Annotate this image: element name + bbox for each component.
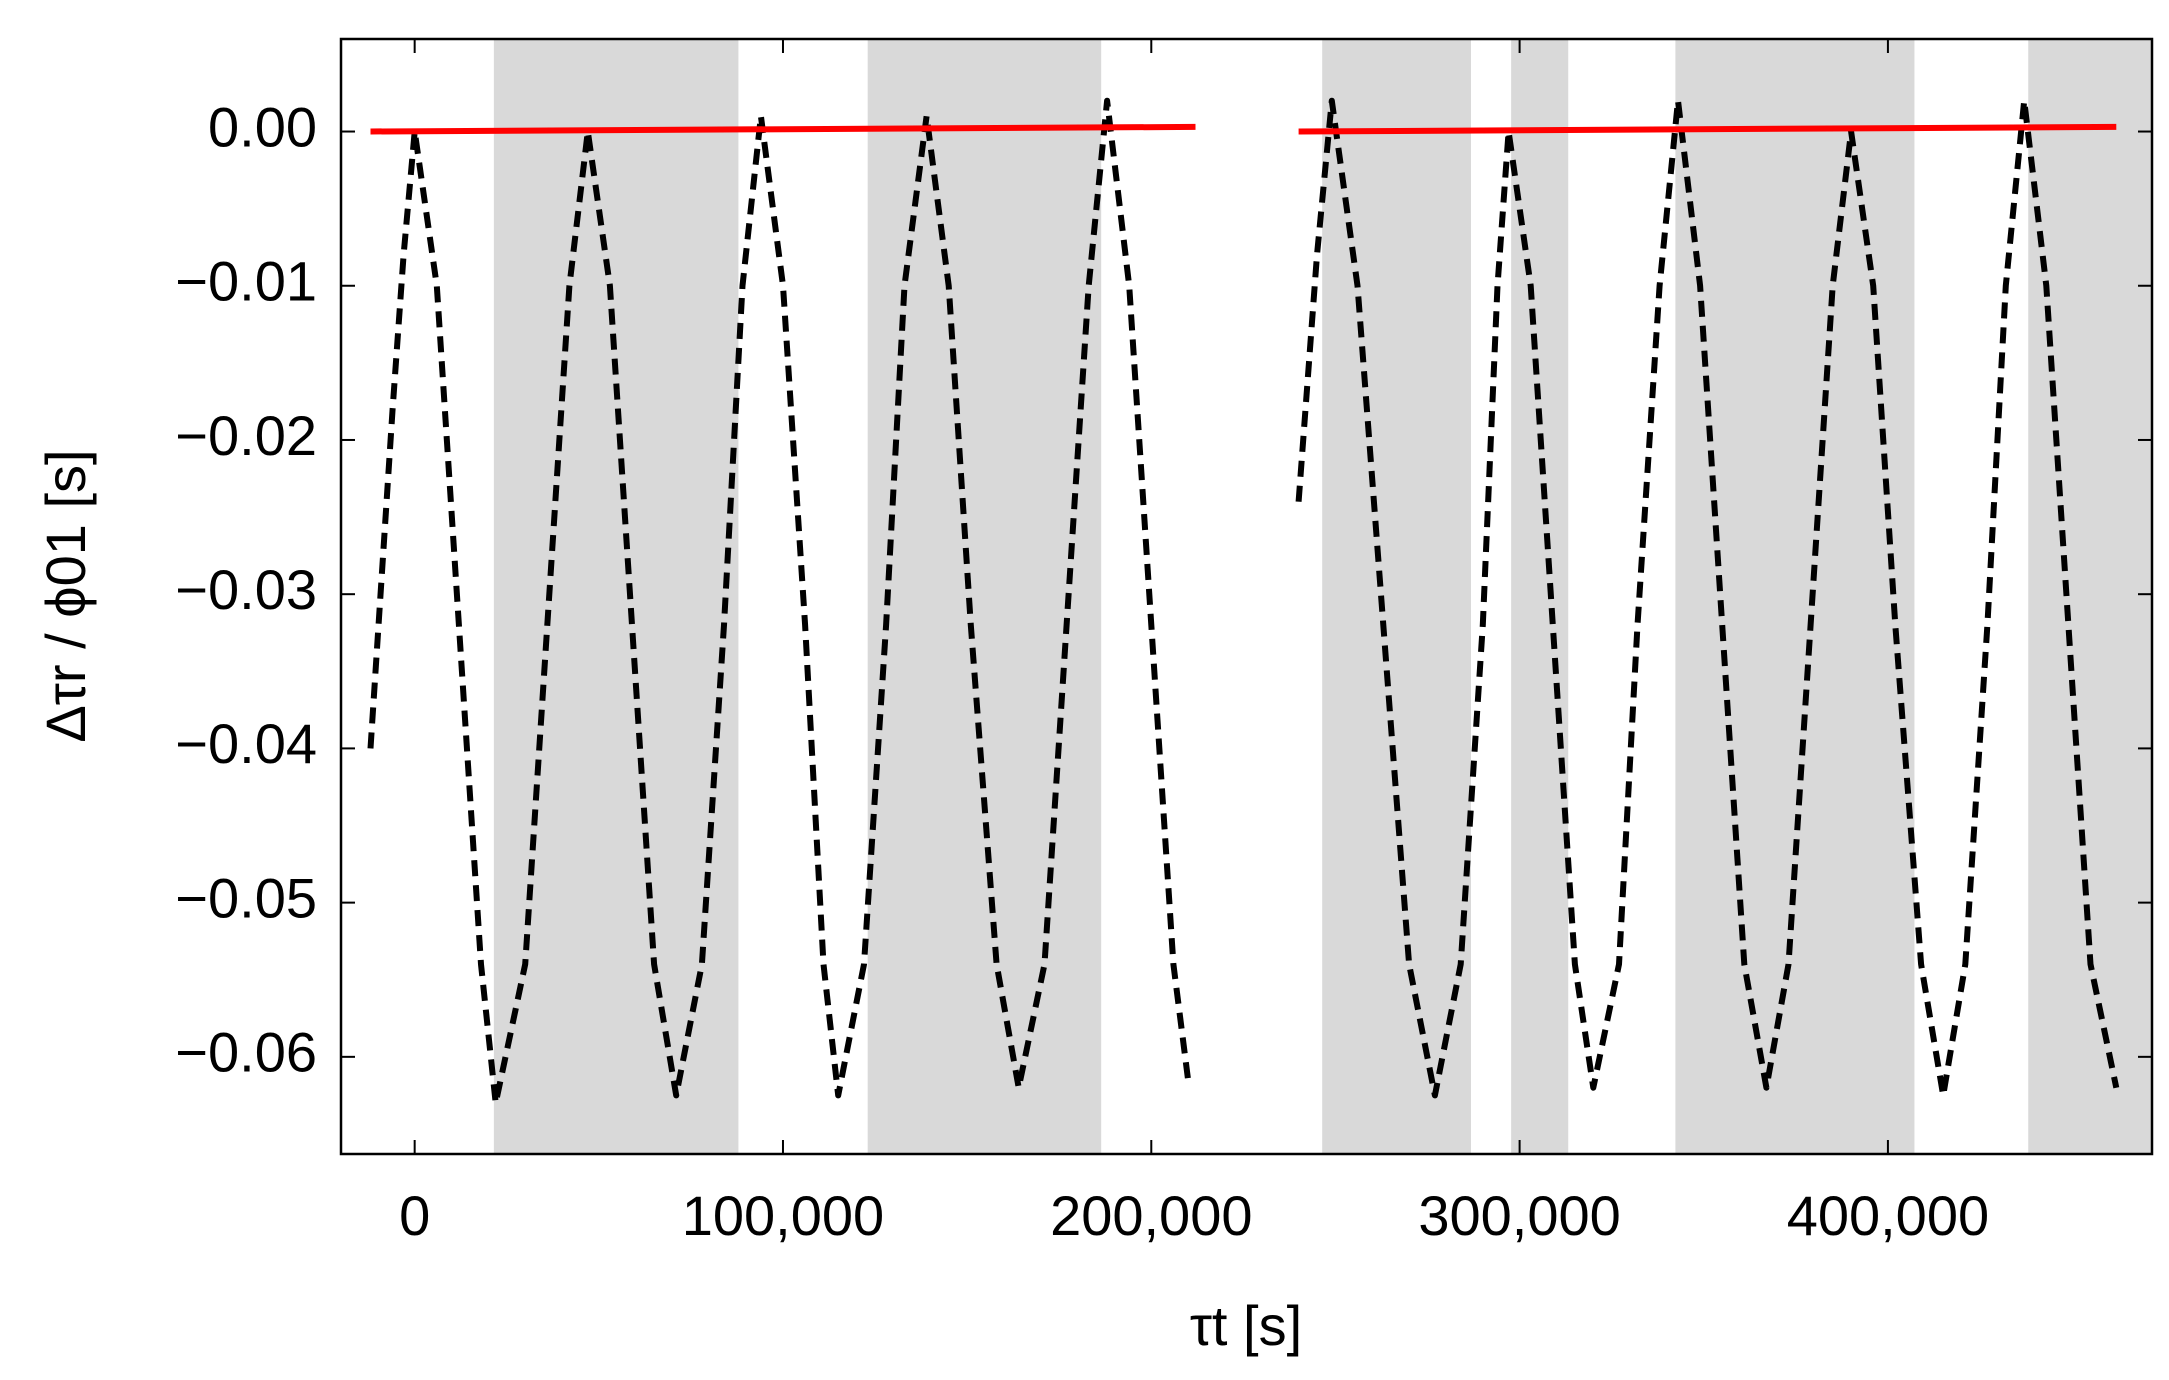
line: [370, 123, 2117, 135]
shaded-region: [2028, 39, 2152, 1154]
y-tick-label: −0.02: [175, 404, 317, 467]
shaded-region: [867, 39, 1102, 1154]
x-tick-label: 300,000: [1418, 1184, 1620, 1247]
x-tick-label: 400,000: [1787, 1184, 1989, 1247]
shaded-region: [1511, 39, 1569, 1154]
y-tick-label: 0.00: [208, 95, 317, 158]
shaded-region: [493, 39, 739, 1154]
x-tick-label: 200,000: [1050, 1184, 1252, 1247]
y-tick-label: −0.04: [175, 712, 317, 775]
y-tick-label: −0.06: [175, 1021, 317, 1084]
y-tick-label: −0.01: [175, 250, 317, 313]
dashed-line: [367, 97, 2120, 1107]
plot-frame: [339, 37, 2154, 1156]
y-axis-label: Δτr / ϕ01 [s]: [34, 449, 97, 742]
y-tick-label: −0.05: [175, 866, 317, 929]
x-tick-label: 0: [399, 1184, 430, 1247]
shaded-region: [1675, 39, 1915, 1154]
x-axis-label: τt [s]: [1190, 1294, 1302, 1357]
y-tick-label: −0.03: [175, 558, 317, 621]
x-tick-label: 100,000: [682, 1184, 884, 1247]
